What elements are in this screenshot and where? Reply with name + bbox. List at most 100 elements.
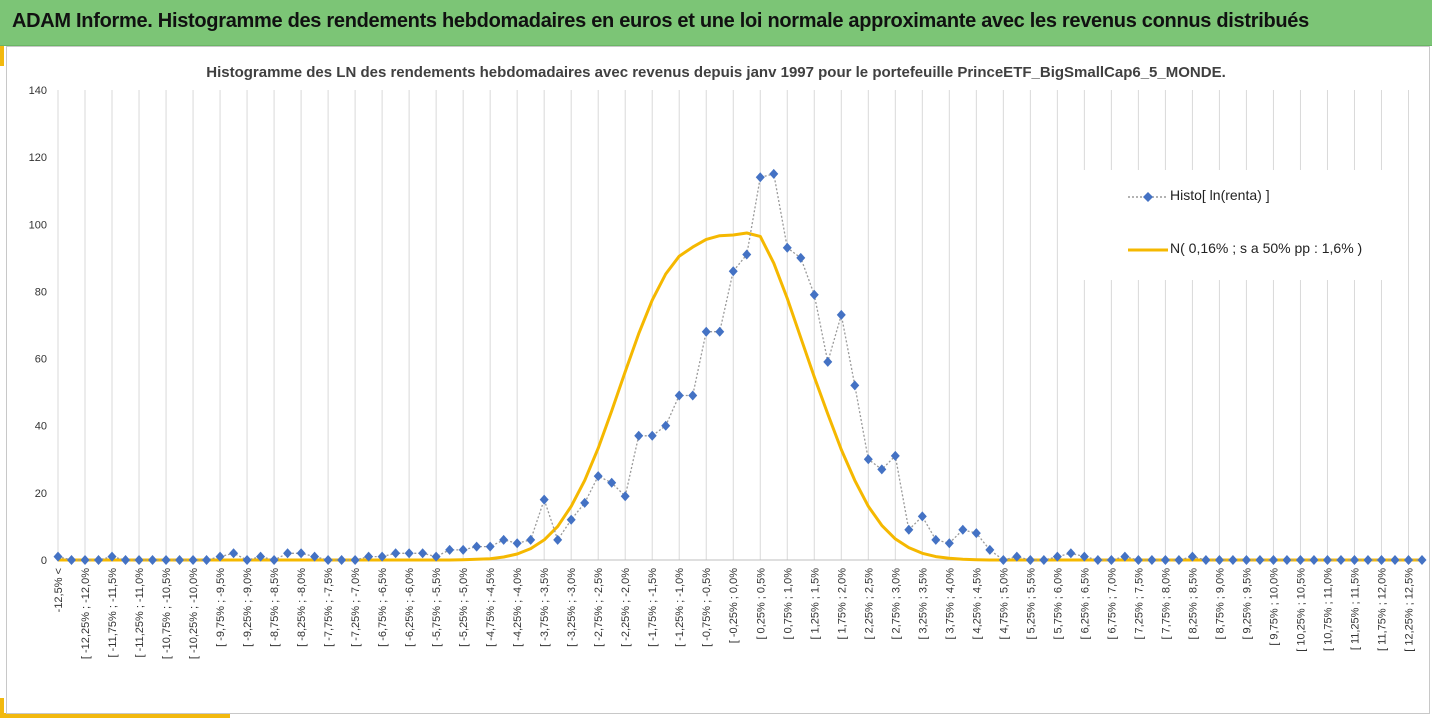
histogram-point: [1052, 551, 1062, 562]
x-tick-label: [ -3,25% ; -3,0%: [566, 568, 578, 647]
legend-marker-normal: [1128, 248, 1168, 252]
histogram-point: [1268, 555, 1278, 565]
x-tick-label: [ 1,25% ; 1,5%: [809, 568, 821, 640]
histogram-point: [1390, 555, 1400, 565]
histogram-point: [836, 309, 846, 320]
y-tick-label: 120: [29, 152, 47, 164]
x-tick-label: [ -0,75% ; -0,5%: [701, 568, 713, 647]
histogram-point: [607, 477, 617, 488]
x-tick-label: [ -5,25% ; -5,0%: [458, 568, 470, 647]
histogram-point: [634, 430, 644, 441]
x-tick-label: [ 3,75% ; 4,0%: [944, 568, 956, 640]
histogram-point: [728, 266, 738, 277]
histogram-point: [1363, 555, 1373, 565]
histogram-point: [553, 534, 563, 545]
histogram-point: [998, 555, 1008, 565]
histogram-point: [580, 497, 590, 508]
histogram-point: [1106, 555, 1116, 565]
histogram-point: [269, 555, 279, 565]
histogram-point: [1376, 555, 1386, 565]
histogram-point: [1214, 555, 1224, 565]
histogram-point: [796, 252, 806, 263]
x-tick-label: [ -4,75% ; -4,5%: [485, 568, 497, 647]
histogram-point: [1147, 555, 1157, 565]
histogram-point: [404, 548, 414, 559]
histogram-point: [107, 551, 117, 562]
histogram-point: [53, 551, 63, 562]
report-title: ADAM Informe. Histogramme des rendements…: [12, 10, 1309, 32]
histogram-point: [512, 538, 522, 549]
histogram-point: [1201, 555, 1211, 565]
histogram-point: [890, 450, 900, 461]
histogram-point: [1349, 555, 1359, 565]
x-tick-label: [ 10,75% ; 11,0%: [1322, 568, 1334, 651]
histogram-point: [94, 555, 104, 565]
histogram-point: [188, 555, 198, 565]
x-tick-label: [ 7,25% ; 7,5%: [1133, 568, 1145, 640]
histogram-point: [971, 528, 981, 539]
histogram-point: [242, 555, 252, 565]
histogram-point: [931, 534, 941, 545]
histogram-point: [593, 471, 603, 482]
histogram-point: [1079, 551, 1089, 562]
x-tick-label: [ -11,75% ; -11,5%: [107, 568, 119, 658]
footer-accent-left: [0, 698, 4, 718]
histogram-point: [175, 555, 185, 565]
histogram-point: [431, 551, 441, 562]
x-tick-label: [ -1,25% ; -1,0%: [674, 568, 686, 647]
report-banner: ADAM Informe. Histogramme des rendements…: [0, 0, 1432, 46]
x-tick-label: [ 7,75% ; 8,0%: [1160, 568, 1172, 640]
histogram-point: [688, 390, 698, 401]
histogram-point: [877, 464, 887, 475]
histogram-point: [620, 491, 630, 502]
histogram-point: [161, 555, 171, 565]
y-tick-label: 0: [41, 555, 47, 567]
histogram-point: [1403, 555, 1413, 565]
legend-label-histogram: Histo[ ln(renta) ]: [1170, 187, 1270, 203]
x-tick-label: [ 6,75% ; 7,0%: [1106, 568, 1118, 640]
y-tick-label: 60: [35, 354, 47, 366]
histogram-point: [985, 544, 995, 555]
histogram-point: [1295, 555, 1305, 565]
x-tick-label: [ 8,25% ; 8,5%: [1187, 568, 1199, 640]
histogram-point: [1025, 555, 1035, 565]
y-tick-label: 40: [35, 421, 47, 433]
histogram-point: [1282, 555, 1292, 565]
histogram-point: [1133, 555, 1143, 565]
histogram-point: [647, 430, 657, 441]
histogram-point: [742, 249, 752, 260]
x-tick-label: [ -10,25% ; -10,0%: [188, 568, 200, 659]
histogram-point: [499, 534, 509, 545]
histogram-point: [134, 555, 144, 565]
x-tick-label: [ -11,25% ; -11,0%: [134, 568, 146, 658]
y-tick-label: 100: [29, 219, 47, 231]
histogram-point: [445, 544, 455, 555]
histogram-point: [1309, 555, 1319, 565]
banner-accent-left: [0, 46, 4, 66]
x-tick-label: [ -6,75% ; -6,5%: [377, 568, 389, 647]
x-tick-label: [ -7,75% ; -7,5%: [323, 568, 335, 647]
histogram-point: [485, 541, 495, 552]
histogram-point: [215, 551, 225, 562]
histogram-point: [1255, 555, 1265, 565]
histogram-point: [782, 242, 792, 253]
x-tick-label: [ -5,75% ; -5,5%: [431, 568, 443, 647]
histogram-point: [1228, 555, 1238, 565]
histogram-point: [1174, 555, 1184, 565]
histogram-point: [337, 555, 347, 565]
x-tick-label: [ -6,25% ; -6,0%: [404, 568, 416, 647]
histogram-point: [850, 380, 860, 391]
histogram-point: [1012, 551, 1022, 562]
histogram-point: [661, 420, 671, 431]
histogram-point: [526, 534, 536, 545]
histogram-point: [377, 551, 387, 562]
histogram-point: [80, 555, 90, 565]
histogram-point: [458, 544, 468, 555]
x-tick-label: [ -7,25% ; -7,0%: [350, 568, 362, 647]
x-tick-label: [ 2,25% ; 2,5%: [863, 568, 875, 640]
histogram-point: [296, 548, 306, 559]
x-tick-label: [ 9,75% ; 10,0%: [1268, 568, 1280, 646]
x-tick-label: [ 2,75% ; 3,0%: [890, 568, 902, 640]
histogram-point: [863, 454, 873, 465]
